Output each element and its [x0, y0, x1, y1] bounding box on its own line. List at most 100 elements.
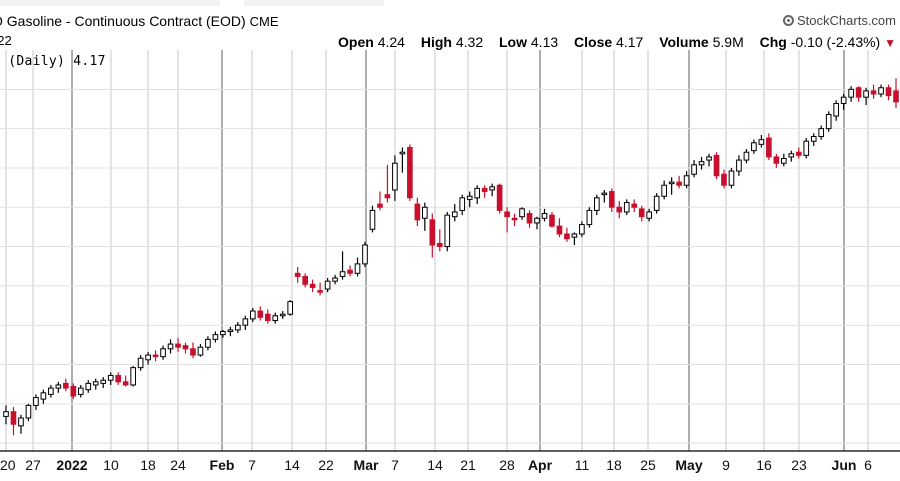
logo-icon	[783, 15, 795, 26]
x-tick-label: 14	[284, 457, 300, 473]
candle-body	[863, 90, 869, 98]
candle-body	[77, 387, 84, 395]
candle-body	[893, 90, 899, 103]
candle-body	[100, 379, 107, 384]
candle-body	[107, 375, 114, 381]
candle-body	[534, 217, 540, 224]
candle-body	[48, 387, 54, 395]
candle-body	[407, 146, 413, 199]
candle-body	[616, 206, 623, 213]
x-tick-label: 28	[499, 457, 515, 473]
x-tick-label: 11	[575, 457, 590, 473]
x-tick-label: 21	[460, 457, 476, 473]
candle-body	[332, 277, 338, 282]
logo-text: StockCharts.com	[797, 13, 896, 28]
candle-body	[780, 158, 787, 164]
candle-body	[257, 310, 264, 318]
candle-body	[309, 283, 316, 288]
x-tick-label: 25	[640, 457, 656, 473]
candle-body	[130, 367, 136, 386]
candle-body	[758, 139, 765, 145]
candle-body	[55, 384, 62, 389]
x-tick-label: Jun	[832, 457, 857, 473]
x-tick-label: 16	[756, 457, 772, 473]
candle-body	[833, 102, 839, 117]
candle-body	[489, 186, 495, 191]
x-tick-label: 20	[0, 457, 16, 473]
candle-body	[377, 203, 383, 208]
top-border-segment	[244, 0, 384, 6]
x-tick-label: Apr	[528, 457, 553, 473]
candle-body	[122, 381, 129, 386]
exchange-label: CME	[249, 14, 279, 29]
candle-body	[795, 151, 802, 156]
candle-body	[175, 343, 181, 348]
x-tick-label: 23	[791, 457, 807, 473]
candle-body	[556, 225, 563, 235]
ohlc-high-value: 4.32	[455, 34, 484, 50]
candle-body	[840, 96, 847, 104]
candle-body	[594, 197, 600, 211]
candle-body	[227, 329, 234, 332]
ohlc-high-label: High	[420, 34, 452, 50]
candle-body	[92, 381, 99, 386]
candle-body	[728, 170, 735, 186]
candle-body	[436, 242, 443, 248]
chart-title-text: O Gasoline - Continuous Contract (EOD)	[0, 13, 246, 29]
candle-body	[766, 137, 772, 158]
candle-body	[451, 211, 458, 218]
stockcharts-logo: StockCharts.com	[783, 13, 896, 28]
candle-body	[788, 153, 795, 158]
x-tick-label: 2022	[56, 457, 87, 473]
candle-body	[676, 181, 682, 186]
candle-body	[623, 202, 630, 213]
series-legend: O (Daily) 4.17	[0, 54, 106, 69]
candle-body	[249, 310, 256, 320]
x-tick-label: 18	[606, 457, 622, 473]
candle-body	[182, 345, 189, 350]
candle-body	[190, 348, 196, 356]
candle-body	[825, 113, 832, 130]
candle-body	[414, 203, 421, 221]
candle-body	[691, 164, 697, 175]
candle-body	[294, 272, 301, 277]
candle-body	[549, 214, 555, 227]
ohlc-volume-value: 5.9M	[712, 34, 744, 50]
candle-body	[242, 318, 249, 326]
x-tick-label: 6	[864, 457, 872, 473]
candle-body	[571, 233, 578, 238]
candle-body	[429, 219, 436, 246]
x-tick-label: Feb	[210, 457, 235, 473]
candle-body	[466, 195, 473, 200]
ohlc-change-value: -0.10 (-2.43%)	[790, 34, 881, 50]
x-tick-label: 10	[103, 457, 119, 473]
candle-body	[152, 354, 159, 358]
candle-body	[803, 140, 810, 156]
candle-body	[848, 88, 854, 98]
candle-body	[661, 184, 667, 197]
candle-body	[773, 156, 780, 164]
candle-body	[519, 208, 525, 218]
candle-body	[212, 334, 219, 340]
candle-body	[579, 224, 585, 235]
candle-body	[586, 209, 593, 226]
ohlc-change-label: Chg	[759, 34, 787, 50]
candle-body	[564, 233, 570, 240]
ohlc-readout: Open 4.24 High 4.32 Low 4.13 Close 4.17 …	[338, 34, 896, 50]
candle-body	[205, 338, 211, 348]
candle-body	[698, 161, 705, 166]
x-tick-label: 9	[722, 457, 730, 473]
candle-body	[721, 173, 727, 186]
candle-body	[347, 269, 353, 274]
candle-body	[481, 187, 488, 193]
candle-body	[25, 404, 32, 419]
candle-body	[653, 195, 660, 211]
candle-body	[369, 209, 376, 230]
candle-body	[167, 343, 174, 350]
candle-body	[137, 357, 144, 369]
candle-body	[317, 290, 323, 293]
ohlc-open-label: Open	[338, 34, 374, 50]
candle-body	[3, 411, 9, 417]
candle-body	[496, 184, 503, 211]
ohlc-low-value: 4.13	[530, 34, 559, 50]
